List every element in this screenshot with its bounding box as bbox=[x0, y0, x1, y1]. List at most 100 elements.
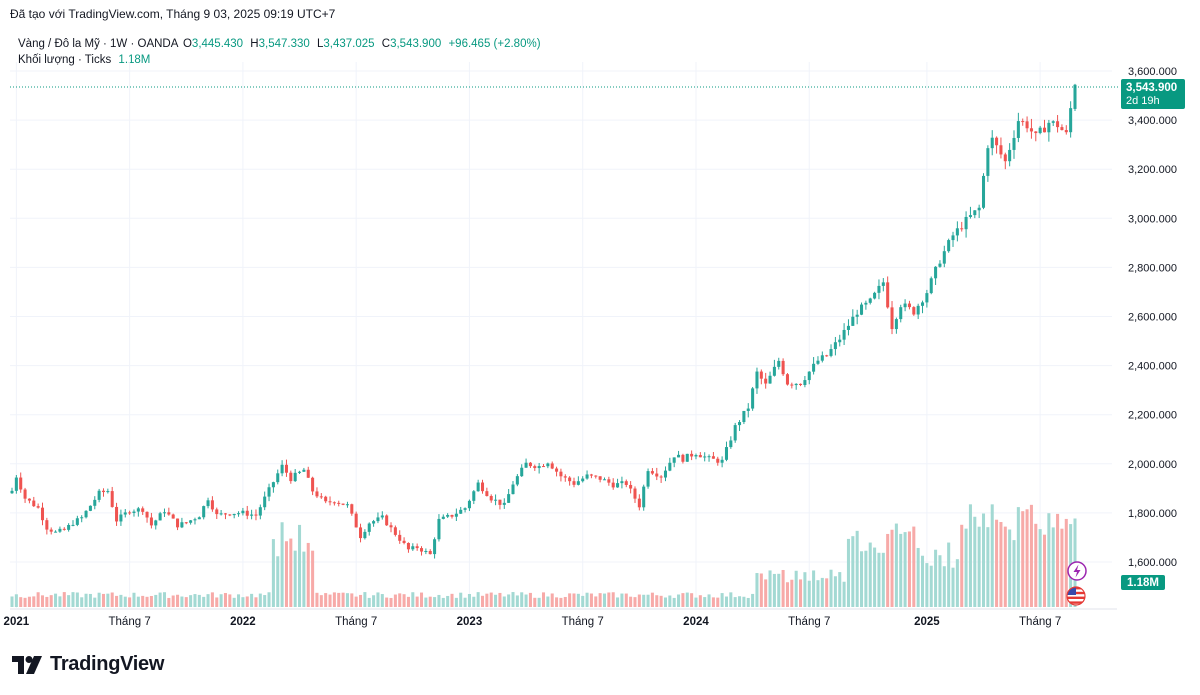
volume-bar bbox=[663, 597, 668, 607]
volume-bar bbox=[515, 595, 519, 607]
volume-bar bbox=[650, 592, 654, 607]
volume-bar bbox=[1042, 534, 1047, 607]
candle-body bbox=[71, 524, 75, 526]
volume-bar bbox=[877, 552, 881, 607]
volume-bar bbox=[84, 593, 88, 607]
volume-bar bbox=[738, 596, 742, 607]
candle-body bbox=[245, 510, 249, 516]
candle-body bbox=[97, 490, 101, 500]
volume-bar bbox=[311, 550, 315, 607]
volume-bar bbox=[903, 532, 907, 607]
volume-bar bbox=[176, 594, 180, 607]
candle-body bbox=[873, 292, 877, 299]
candle-body bbox=[541, 466, 546, 468]
time-tick-label: Tháng 7 bbox=[788, 616, 830, 628]
candle-body bbox=[659, 476, 663, 478]
candle-body bbox=[907, 303, 911, 308]
volume-bar bbox=[97, 592, 101, 607]
time-tick-label: 2023 bbox=[457, 616, 483, 628]
volume-bar bbox=[563, 596, 567, 607]
candle-body bbox=[359, 527, 363, 539]
candle-body bbox=[742, 410, 746, 423]
last-price-badge: 3,543.900 2d 19h bbox=[1121, 79, 1185, 109]
candle-body bbox=[899, 307, 903, 320]
volume-bar bbox=[437, 594, 441, 607]
price-tick-label: 2,600.000 bbox=[1128, 312, 1177, 324]
candle-body bbox=[467, 500, 471, 509]
volume-bar bbox=[406, 596, 410, 607]
volume-bar bbox=[1038, 529, 1042, 607]
legend-symbol[interactable]: Vàng / Đô la Mỹ · 1W · OANDA bbox=[18, 38, 178, 50]
candle-body bbox=[228, 514, 232, 516]
price-tick-label: 2,000.000 bbox=[1128, 459, 1177, 471]
candle-body bbox=[385, 515, 389, 526]
candle-body bbox=[581, 478, 585, 482]
volume-bar bbox=[67, 595, 71, 607]
volume-bar bbox=[433, 597, 437, 607]
candle-body bbox=[402, 540, 406, 543]
candle-body bbox=[515, 476, 519, 485]
volume-bar bbox=[672, 597, 676, 607]
candle-body bbox=[677, 454, 681, 458]
candle-body bbox=[389, 525, 393, 528]
candle-body bbox=[463, 508, 467, 510]
volume-bar bbox=[960, 524, 964, 607]
volume-bar bbox=[359, 594, 363, 607]
candle-body bbox=[454, 513, 458, 517]
brand-logo[interactable]: TradingView bbox=[12, 653, 164, 676]
candle-body bbox=[777, 360, 781, 367]
chart-caption: Đã tạo với TradingView.com, Tháng 9 03, … bbox=[10, 7, 336, 21]
lightning-icon[interactable] bbox=[1067, 561, 1087, 581]
candle-body bbox=[550, 463, 554, 469]
volume-bar bbox=[934, 549, 938, 607]
volume-bar bbox=[415, 596, 419, 607]
volume-bar bbox=[860, 551, 864, 607]
volume-bar bbox=[546, 596, 550, 607]
candle-body bbox=[128, 512, 132, 514]
volume-bar bbox=[489, 592, 493, 607]
candle-body bbox=[158, 513, 162, 521]
candle-body bbox=[602, 479, 607, 481]
candle-body bbox=[345, 504, 349, 506]
candle-body bbox=[794, 383, 798, 386]
candle-body bbox=[624, 481, 628, 485]
volume-bar bbox=[624, 593, 628, 607]
volume-bar bbox=[764, 579, 768, 607]
candle-body bbox=[206, 500, 210, 507]
candle-body bbox=[197, 517, 201, 520]
candle-body bbox=[154, 520, 158, 526]
volume-bar bbox=[912, 526, 916, 607]
candle-body bbox=[812, 363, 816, 372]
candle-body bbox=[237, 513, 241, 515]
volume-bar bbox=[115, 595, 119, 607]
volume-bar bbox=[511, 592, 515, 607]
candle-body bbox=[106, 491, 110, 493]
candle-body bbox=[672, 457, 676, 463]
candle-body bbox=[724, 447, 728, 460]
candle-body bbox=[690, 453, 694, 457]
candle-body bbox=[210, 500, 214, 510]
volume-bar bbox=[254, 597, 258, 607]
volume-bar bbox=[428, 596, 432, 607]
volume-bar bbox=[794, 570, 798, 607]
volume-bar bbox=[620, 593, 624, 607]
volume-bar bbox=[720, 593, 724, 607]
candle-body bbox=[785, 374, 789, 385]
volume-bar bbox=[642, 594, 646, 607]
volume-bar bbox=[1060, 528, 1064, 607]
candle-body bbox=[868, 298, 872, 303]
legend-volume-label[interactable]: Khối lượng · Ticks bbox=[18, 54, 112, 66]
us-flag-icon[interactable] bbox=[1066, 586, 1086, 606]
candle-body bbox=[1051, 121, 1055, 123]
volume-bar bbox=[385, 597, 389, 607]
volume-bar bbox=[380, 594, 384, 607]
volume-bar bbox=[367, 597, 371, 607]
candle-body bbox=[380, 515, 384, 518]
volume-bar bbox=[964, 528, 968, 607]
volume-bar bbox=[171, 595, 175, 607]
candle-body bbox=[572, 481, 576, 485]
candle-body bbox=[768, 375, 772, 384]
candle-body bbox=[846, 325, 850, 330]
volume-bar bbox=[537, 597, 541, 607]
